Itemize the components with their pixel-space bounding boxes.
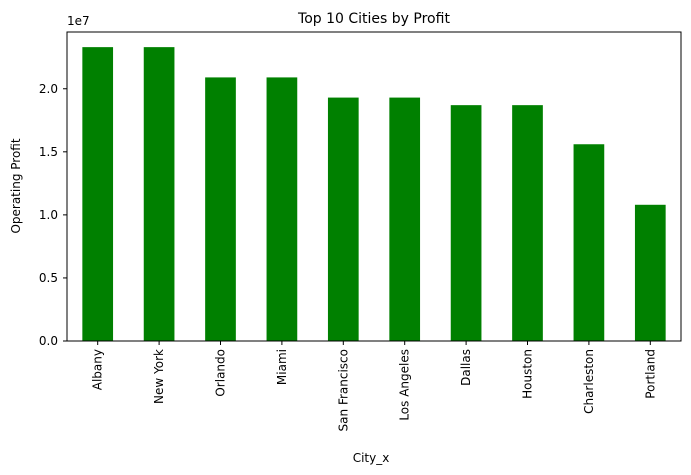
x-tick-label: Albany (91, 349, 105, 390)
x-tick-label: Portland (643, 349, 657, 399)
bar (573, 144, 605, 341)
x-tick-label: Charleston (582, 349, 596, 414)
x-tick-label: New York (152, 349, 166, 404)
y-tick-label: 0.0 (39, 334, 58, 348)
plot-frame (66, 31, 682, 342)
x-tick-label: Houston (521, 349, 535, 399)
y-tick-label: 1.0 (39, 208, 58, 222)
bar (450, 105, 482, 341)
y-offset-label: 1e7 (67, 14, 90, 28)
bar (327, 97, 359, 341)
bar (512, 105, 543, 341)
chart-title: Top 10 Cities by Profit (297, 11, 450, 27)
bar (143, 47, 175, 341)
x-tick-label: Miami (275, 349, 289, 385)
y-axis-label: Operating Profit (9, 138, 23, 233)
bar (389, 97, 421, 341)
x-axis-label: City_x (353, 451, 390, 465)
x-tick-label: Los Angeles (398, 349, 412, 421)
x-tick-label: Dallas (459, 349, 473, 386)
bar (82, 47, 114, 341)
x-tick-label: San Francisco (336, 349, 350, 431)
bar (266, 77, 298, 341)
y-tick-label: 2.0 (39, 82, 58, 96)
bar (205, 77, 236, 341)
y-tick-label: 0.5 (39, 271, 58, 285)
y-tick-label: 1.5 (39, 145, 58, 159)
x-tick-label: Orlando (214, 349, 228, 397)
bar (634, 204, 666, 341)
